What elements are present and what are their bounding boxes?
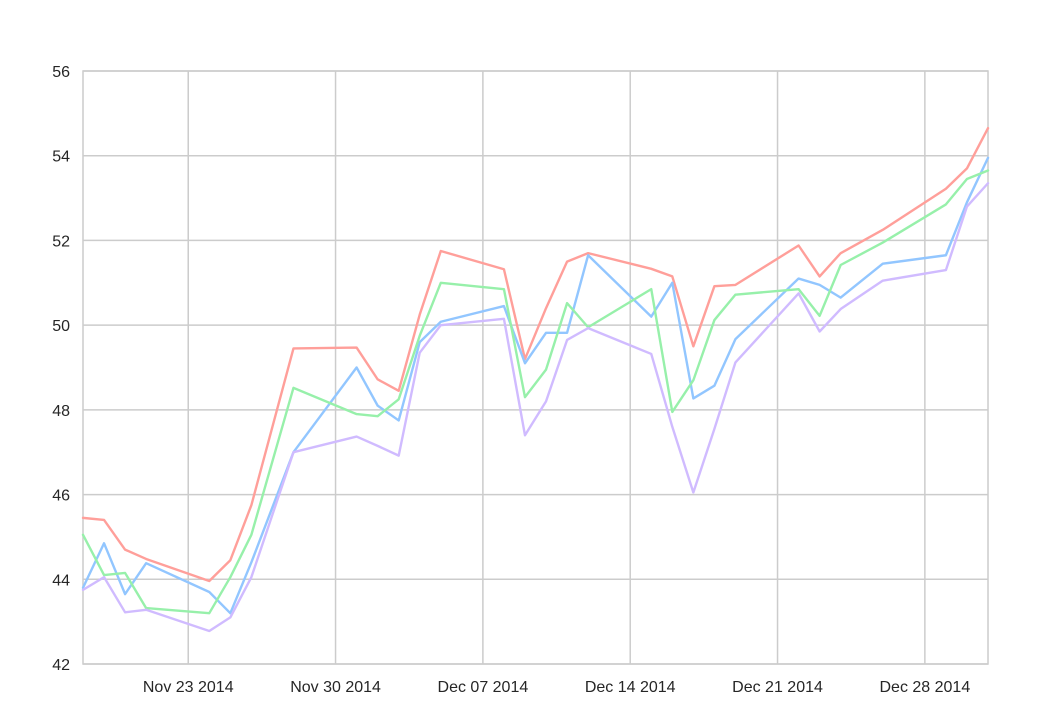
- series-line-3: [81, 169, 990, 615]
- x-tick-label: Nov 23 2014: [143, 679, 234, 696]
- y-tick-label: 56: [52, 64, 70, 81]
- y-tick-label: 48: [52, 403, 70, 420]
- y-tick-label: 46: [52, 488, 70, 505]
- series-line-4: [81, 182, 990, 633]
- y-tick-label: 50: [52, 318, 70, 335]
- y-tick-label: 52: [52, 233, 70, 250]
- y-tick-label: 44: [52, 572, 70, 589]
- x-tick-label: Dec 07 2014: [438, 679, 529, 696]
- y-axis-tick-labels: 42 44 46 48 50 52 54 56: [52, 64, 70, 674]
- x-axis-tick-labels: Nov 23 2014 Nov 30 2014 Dec 07 2014 Dec 14 …: [143, 679, 970, 696]
- y-tick-label: 42: [52, 657, 70, 674]
- x-tick-label: Nov 30 2014: [290, 679, 381, 696]
- x-gridlines: [187, 71, 926, 664]
- plot-frame: [82, 70, 989, 665]
- series-line-1: [81, 126, 990, 583]
- series-lines: [81, 126, 990, 633]
- series-line-2: [81, 156, 990, 615]
- x-tick-label: Dec 28 2014: [879, 679, 970, 696]
- y-gridlines: [83, 70, 988, 665]
- x-tick-label: Dec 21 2014: [732, 679, 823, 696]
- x-tick-label: Dec 14 2014: [585, 679, 676, 696]
- y-tick-label: 54: [52, 149, 70, 166]
